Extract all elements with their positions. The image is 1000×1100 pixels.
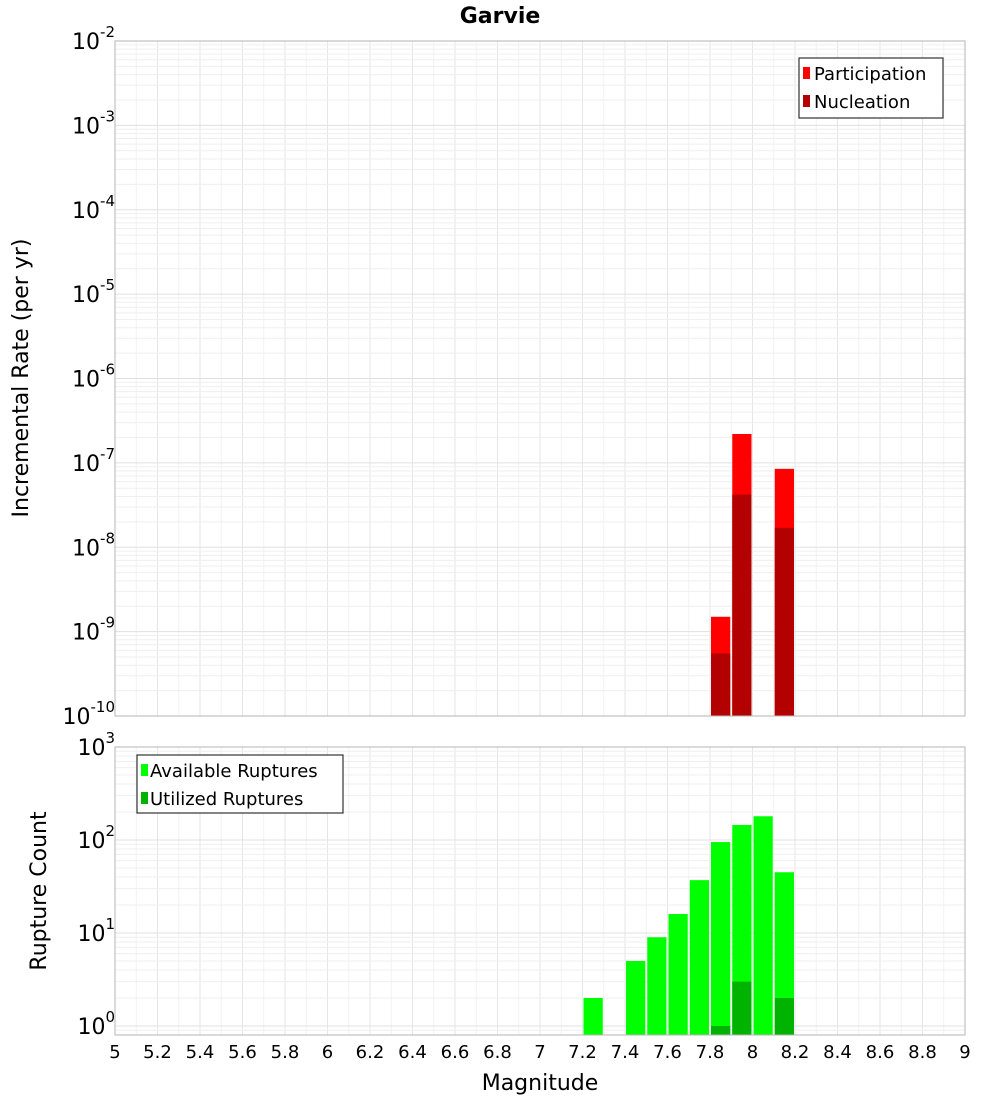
top-bar-nucleation <box>774 527 794 716</box>
bottom-bar-available-ruptures <box>626 960 646 1035</box>
x-tick-label: 9 <box>959 1042 970 1063</box>
top-bars <box>711 433 794 716</box>
x-axis-label: Magnitude <box>482 1071 599 1096</box>
bottom-y-tick-label: 102 <box>77 822 115 854</box>
top-y-tick-label: 10-7 <box>72 445 115 477</box>
top-y-tick-label: 10-9 <box>72 614 115 646</box>
bottom-bar-available-ruptures <box>668 914 688 1035</box>
bottom-y-tick-label: 103 <box>77 729 115 761</box>
top-gridlines <box>114 41 966 717</box>
x-tick-label: 6.2 <box>356 1042 385 1063</box>
bottom-legend: Available Ruptures Utilized Ruptures <box>136 754 344 814</box>
bottom-bar-available-ruptures <box>753 816 773 1035</box>
bottom-x-tick-labels: 5 5.2 5.4 5.6 5.8 6 6.2 6.4 6.6 6.8 7 7.2 7.4 7.6 7.8 8… <box>109 1042 970 1063</box>
bottom-y-tick-label: 100 <box>77 1008 115 1040</box>
top-y-tick-label: 10-6 <box>72 361 115 393</box>
legend-label-participation: Participation <box>814 64 926 85</box>
bottom-plot-frame <box>114 746 966 1036</box>
x-tick-label: 8.8 <box>908 1042 937 1063</box>
top-y-tick-label: 10-4 <box>72 192 115 224</box>
legend-label-utilized: Utilized Ruptures <box>150 789 303 810</box>
bottom-bar-available-ruptures <box>774 872 794 1035</box>
top-legend-box <box>798 57 944 119</box>
top-y-tick-label: 10-10 <box>63 698 116 730</box>
bottom-y-axis-label: Rupture Count <box>27 811 52 971</box>
x-tick-label: 7.2 <box>568 1042 597 1063</box>
x-tick-label: 5 <box>109 1042 120 1063</box>
bottom-bar-utilized-ruptures <box>774 997 794 1035</box>
x-tick-label: 8.4 <box>823 1042 852 1063</box>
legend-swatch-nucleation <box>803 95 810 107</box>
x-tick-label: 7.6 <box>653 1042 682 1063</box>
bottom-bar-available-ruptures <box>711 842 731 1035</box>
x-tick-label: 7 <box>534 1042 545 1063</box>
x-tick-label: 8.6 <box>866 1042 895 1063</box>
top-y-tick-label: 10-2 <box>72 23 115 55</box>
x-tick-label: 7.8 <box>696 1042 725 1063</box>
bottom-bars <box>583 816 794 1035</box>
bottom-bar-utilized-ruptures <box>711 1025 731 1035</box>
bottom-bar-available-ruptures <box>647 937 667 1035</box>
x-tick-label: 5.4 <box>186 1042 215 1063</box>
top-bar-nucleation <box>711 653 731 716</box>
legend-swatch-participation <box>803 67 810 79</box>
x-tick-label: 8.2 <box>781 1042 810 1063</box>
bottom-bar-available-ruptures <box>583 997 603 1035</box>
x-tick-label: 6 <box>322 1042 333 1063</box>
x-tick-label: 6.4 <box>398 1042 427 1063</box>
top-y-tick-label: 10-3 <box>72 107 115 139</box>
top-y-tick-label: 10-8 <box>72 529 115 561</box>
top-y-axis-label: Incremental Rate (per yr) <box>9 239 34 518</box>
legend-swatch-utilized <box>141 792 148 804</box>
x-tick-label: 5.8 <box>271 1042 300 1063</box>
top-bar-nucleation <box>732 494 752 716</box>
legend-label-available: Available Ruptures <box>150 761 318 782</box>
legend-label-nucleation: Nucleation <box>814 92 910 113</box>
legend-swatch-available <box>141 764 148 776</box>
bottom-legend-box <box>136 754 344 814</box>
bottom-y-tick-label: 101 <box>77 915 115 947</box>
top-y-tick-label: 10-5 <box>72 276 115 308</box>
x-tick-label: 5.6 <box>228 1042 257 1063</box>
x-tick-label: 6.8 <box>483 1042 512 1063</box>
bottom-y-tick-labels: 100 101 102 103 <box>77 729 115 1040</box>
bottom-bar-available-ruptures <box>689 880 709 1035</box>
x-tick-label: 5.2 <box>143 1042 172 1063</box>
x-tick-label: 7.4 <box>611 1042 640 1063</box>
x-tick-label: 6.6 <box>441 1042 470 1063</box>
bottom-bar-utilized-ruptures <box>732 981 752 1035</box>
top-y-tick-labels: 10-10 10-9 10-8 10-7 10-6 10-5 10-4 10-3 10-2 <box>63 23 116 730</box>
top-plot-frame <box>114 40 966 717</box>
chart-title: Garvie <box>460 4 541 29</box>
x-tick-label: 8 <box>747 1042 758 1063</box>
top-legend: Participation Nucleation <box>798 57 944 119</box>
